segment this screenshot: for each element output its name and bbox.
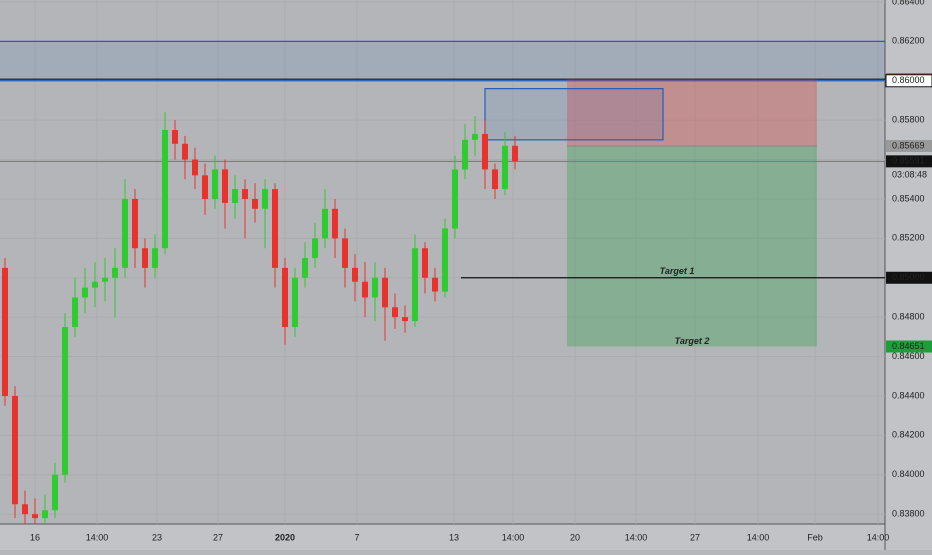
price-tag-label: 0.86000 bbox=[892, 75, 925, 85]
y-tick-label: 0.86200 bbox=[892, 36, 925, 46]
candle-body bbox=[362, 281, 368, 298]
candle-body bbox=[262, 189, 268, 209]
price-tag bbox=[886, 139, 932, 152]
x-tick-label: 14:00 bbox=[625, 532, 648, 542]
y-tick-label: 0.84200 bbox=[892, 430, 925, 440]
candle-body bbox=[372, 277, 378, 298]
price-tag bbox=[886, 340, 932, 353]
countdown: 03:08:48 bbox=[892, 170, 927, 180]
x-tick-label: Feb bbox=[807, 532, 823, 542]
candle-body bbox=[62, 327, 68, 475]
x-tick-label: 23 bbox=[152, 532, 162, 542]
x-tick-label: 27 bbox=[690, 532, 700, 542]
y-tick-label: 0.84000 bbox=[892, 469, 925, 479]
candle-body bbox=[192, 159, 198, 176]
candle-body bbox=[412, 248, 418, 322]
candle-body bbox=[102, 277, 108, 282]
price-tag bbox=[885, 74, 932, 88]
candle-body bbox=[162, 130, 168, 249]
candle-body bbox=[462, 139, 468, 170]
candle-body bbox=[82, 287, 88, 298]
candle-body bbox=[242, 189, 248, 199]
candle-body bbox=[512, 145, 518, 162]
candle-body bbox=[232, 189, 238, 203]
box bbox=[484, 88, 664, 141]
y-tick-label: 0.83800 bbox=[892, 509, 925, 519]
candle-body bbox=[322, 208, 328, 239]
price-tag-label: 0.85591 bbox=[892, 156, 925, 166]
x-tick-label: 27 bbox=[213, 532, 223, 542]
candle-body bbox=[172, 130, 178, 144]
candle-body bbox=[92, 281, 98, 288]
candle-body bbox=[42, 510, 48, 519]
candle-body bbox=[422, 248, 428, 278]
x-tick-label: 2020 bbox=[275, 532, 295, 542]
x-tick-label: 14:00 bbox=[86, 532, 109, 542]
candle-body bbox=[332, 208, 338, 239]
candle-body bbox=[342, 238, 348, 268]
candle-body bbox=[492, 169, 498, 190]
price-tag-label: 0.85000 bbox=[892, 272, 925, 282]
y-tick-label: 0.86400 bbox=[892, 0, 925, 6]
candle-body bbox=[32, 514, 38, 519]
target-label: Target 1 bbox=[660, 266, 695, 276]
candle-body bbox=[502, 145, 508, 190]
candle-body bbox=[252, 198, 258, 209]
x-tick-label: 14:00 bbox=[867, 532, 890, 542]
candle-body bbox=[112, 267, 118, 278]
candle-body bbox=[382, 277, 388, 308]
x-tick-label: 20 bbox=[570, 532, 580, 542]
candle-body bbox=[402, 317, 408, 322]
y-tick-label: 0.84600 bbox=[892, 351, 925, 361]
target-label: Target 2 bbox=[675, 336, 710, 346]
candle-body bbox=[2, 267, 8, 396]
y-tick-label: 0.85400 bbox=[892, 193, 925, 203]
candle-body bbox=[142, 248, 148, 268]
candle-body bbox=[452, 169, 458, 229]
reward-zone bbox=[567, 145, 817, 347]
candle-body bbox=[272, 189, 278, 268]
candle-body bbox=[152, 248, 158, 268]
candle-body bbox=[22, 504, 28, 515]
x-tick-label: 16 bbox=[30, 532, 40, 542]
y-tick-label: 0.85800 bbox=[892, 115, 925, 125]
candle-body bbox=[392, 307, 398, 318]
price-tag-label: 0.85669 bbox=[892, 140, 925, 150]
y-tick-label: 0.85200 bbox=[892, 233, 925, 243]
candle-body bbox=[472, 133, 478, 140]
candle-body bbox=[122, 198, 128, 268]
candle-body bbox=[352, 267, 358, 282]
candle-body bbox=[72, 297, 78, 328]
candle-body bbox=[222, 169, 228, 203]
price-tag bbox=[886, 155, 932, 168]
candle-body bbox=[12, 395, 18, 505]
x-tick-label: 7 bbox=[354, 532, 359, 542]
candle-body bbox=[432, 277, 438, 292]
candle-body bbox=[482, 133, 488, 170]
candle-body bbox=[282, 267, 288, 328]
candle-body bbox=[132, 198, 138, 249]
x-tick-label: 13 bbox=[449, 532, 459, 542]
price-tag bbox=[886, 271, 932, 284]
y-tick-label: 0.84800 bbox=[892, 312, 925, 322]
candle-body bbox=[202, 175, 208, 199]
x-tick-label: 14:00 bbox=[502, 532, 525, 542]
y-tick-label: 0.84400 bbox=[892, 390, 925, 400]
risk-zone bbox=[567, 79, 817, 146]
price-tag-label: 0.84651 bbox=[892, 341, 925, 351]
candle-body bbox=[212, 169, 218, 199]
candle-body bbox=[442, 228, 448, 292]
time-axis-bg bbox=[0, 524, 885, 550]
candle-body bbox=[312, 238, 318, 259]
candle-body bbox=[302, 258, 308, 278]
candle-body bbox=[52, 474, 58, 511]
candle-body bbox=[182, 143, 188, 160]
zone bbox=[0, 41, 885, 81]
x-tick-label: 14:00 bbox=[747, 532, 770, 542]
candle-body bbox=[292, 277, 298, 328]
